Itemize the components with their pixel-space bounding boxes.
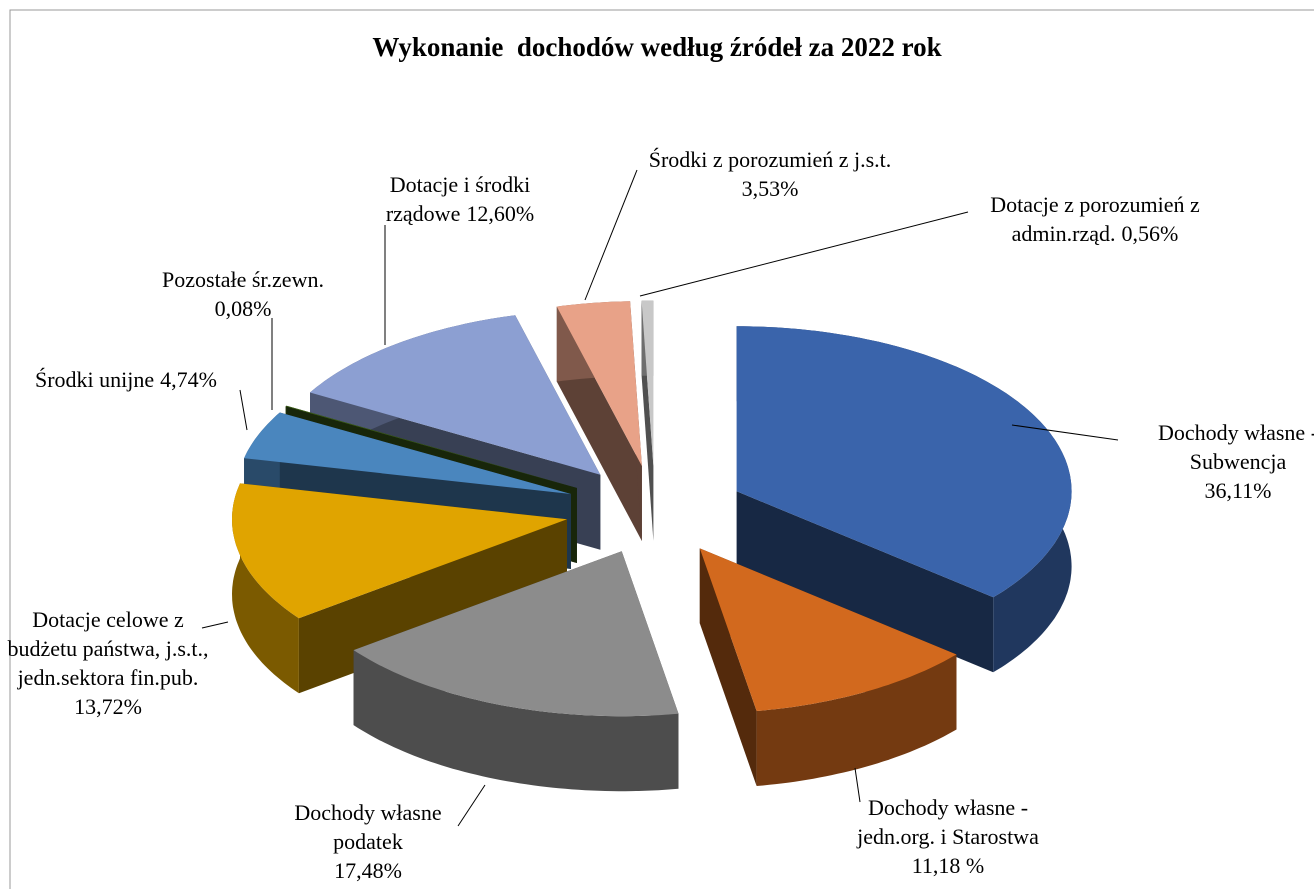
value-label: 11,18 % [911,853,985,878]
slice-side [736,491,994,673]
value-label: 0,56% [1121,221,1179,246]
data-label: Pozostałe śr.zewn. 0,08% [138,265,348,323]
slice [556,301,642,467]
slice-wall [756,654,957,786]
category-label: Dochody własne podatek [294,800,442,854]
data-label: Środki unijne 4,74% [0,365,256,394]
chart-title: Wykonanie dochodów według źródeł za 2022… [372,32,942,62]
category-label: Dochody własne - Subwencja [1157,420,1314,474]
category-label: Środki z porozumień z j.s.t. [648,147,892,172]
leader-line [457,784,486,827]
category-label: Dochody własne - jedn.org. i Starostwa [857,795,1039,849]
value-label: 12,60% [466,201,535,226]
leader-line [639,211,969,297]
slice-wall [232,483,299,694]
category-label: Dotacje z porozumień z admin.rząd. [990,192,1200,246]
leader-line [239,389,248,431]
value-label: 3,53% [741,176,799,201]
value-label: 13,72% [74,694,142,719]
slice [353,551,679,717]
data-label: Dochody własne - Subwencja 36,11% [1143,418,1314,505]
frame [9,9,1314,889]
value-label: 4,74% [160,367,217,392]
value-label: 17,48% [334,858,402,883]
data-label: Dochody własne - jedn.org. i Starostwa 11… [833,793,1063,880]
data-label: Dochody własne podatek 17,48% [273,798,463,885]
leader-line [201,621,229,629]
slice [699,548,957,711]
value-label: 36,11% [1204,478,1272,503]
data-label: Dotacje celowe z budżetu państwa, j.s.t.… [6,605,211,721]
data-label: Środki z porozumień z j.s.t. 3,53% [645,145,895,203]
category-label: Pozostałe śr.zewn. [162,267,324,292]
slice [641,300,654,466]
slice [736,326,1072,598]
leader-line [584,169,638,301]
slice [285,405,577,488]
leader-line [854,767,861,803]
slice-side [699,548,757,786]
slice [232,483,567,619]
data-label: Dotacje i środki rządowe 12,60% [360,170,560,228]
category-label: Środki unijne [35,367,155,392]
value-label: 0,08% [214,296,272,321]
leader-line [1011,424,1119,441]
slice [244,412,571,494]
slice [310,315,601,475]
data-label: Dotacje z porozumień z admin.rząd. 0,56% [983,190,1208,248]
category-label: Dotacje i środki rządowe [385,172,531,226]
slice-wall [353,650,679,792]
category-label: Dotacje celowe z budżetu państwa, j.s.t.… [7,607,209,690]
